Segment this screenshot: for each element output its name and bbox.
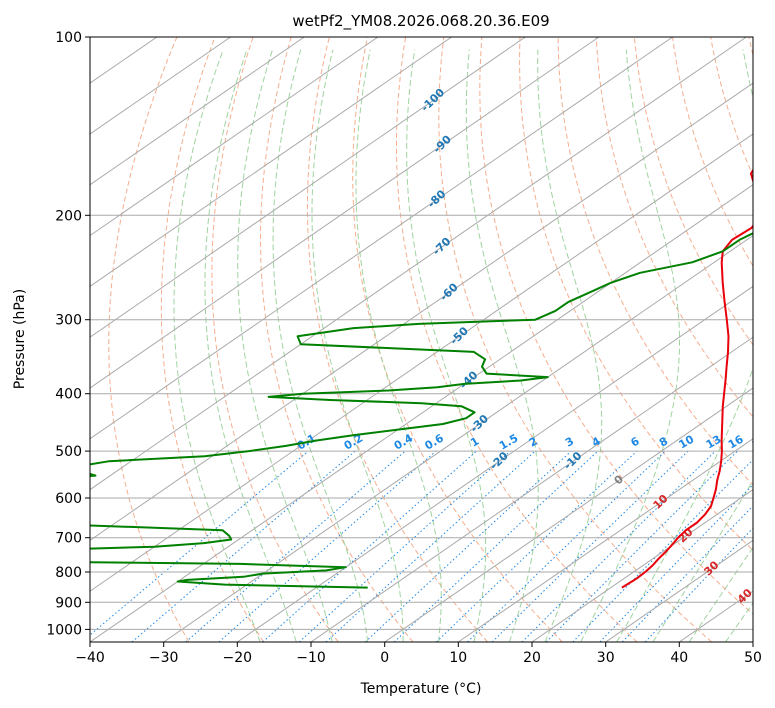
dry-adiabat xyxy=(160,37,264,642)
x-tick-label: −30 xyxy=(149,650,179,666)
skewed-isotherms xyxy=(90,37,753,642)
mixing-ratio-line xyxy=(491,450,689,642)
isotherm-line xyxy=(90,37,526,338)
isotherm-line xyxy=(90,37,600,389)
x-tick-label: 10 xyxy=(449,650,467,666)
isotherm-line xyxy=(90,184,753,642)
mixing-ratio-label: 20 xyxy=(750,432,770,451)
mixing-ratio-line xyxy=(436,450,638,642)
mixing-ratio-line xyxy=(131,450,356,642)
isotherm-line xyxy=(752,641,753,642)
moist-adiabats xyxy=(173,49,753,642)
dry-adiabat xyxy=(211,37,339,642)
mixing-ratio-line xyxy=(644,527,753,642)
isotherm-line xyxy=(458,438,753,642)
x-tick-label: −40 xyxy=(75,650,105,666)
y-tick-label: 300 xyxy=(55,313,82,329)
x-tick-label: 40 xyxy=(670,650,688,666)
isotherm-line xyxy=(90,37,379,237)
mixing-ratio-line xyxy=(599,483,753,642)
x-tick-label: −20 xyxy=(223,650,253,666)
y-tick-label: 600 xyxy=(55,491,82,507)
dry-adiabat xyxy=(595,37,753,418)
x-tick-label: 50 xyxy=(744,650,762,666)
y-tick-label: 400 xyxy=(55,387,82,403)
dry-adiabat xyxy=(557,37,753,486)
y-tick-label: 200 xyxy=(55,208,82,224)
isotherm-line xyxy=(90,133,753,592)
mixing-ratio-line xyxy=(364,450,572,642)
y-tick-label: 100 xyxy=(55,30,82,46)
isotherm-line xyxy=(163,234,753,642)
y-tick-label: 900 xyxy=(55,595,82,611)
dewpoint-line xyxy=(90,232,753,589)
isotherm-line xyxy=(237,285,753,642)
dry-adiabat xyxy=(672,37,753,267)
mixing-ratio-line xyxy=(521,450,716,642)
plot-frame xyxy=(89,36,754,643)
dry-adiabat xyxy=(479,37,753,615)
x-tick-label: −10 xyxy=(296,650,326,666)
moist-adiabat xyxy=(173,49,261,642)
isotherm-line xyxy=(605,539,753,642)
dry-adiabat xyxy=(352,37,563,642)
moist-adiabat xyxy=(311,49,404,642)
isotherm-line xyxy=(310,336,753,642)
dry-adiabat xyxy=(396,37,638,642)
dry-adiabat xyxy=(306,37,488,642)
mixing-ratio-line xyxy=(622,505,753,642)
dry-adiabat xyxy=(710,37,753,177)
isotherm-line xyxy=(90,37,452,287)
mixing-ratio-line xyxy=(572,459,753,642)
x-tick-label: 0 xyxy=(380,650,389,666)
moist-adiabat xyxy=(272,49,369,642)
moist-adiabat xyxy=(616,49,753,642)
isotherm-line xyxy=(90,37,747,491)
x-axis-label: Temperature (°C) xyxy=(360,681,482,697)
y-tick-label: 700 xyxy=(55,531,82,547)
x-tick-label: 30 xyxy=(597,650,615,666)
y-axis: 100 200 300 400 500 600 700 800 900 1000 xyxy=(46,30,90,638)
moist-adiabat xyxy=(652,479,753,642)
pressure-gridlines xyxy=(90,37,753,630)
dry-adiabats xyxy=(108,37,753,642)
isotherm-line xyxy=(384,387,753,642)
mixing-ratio-line xyxy=(545,450,738,642)
isotherm-line xyxy=(531,488,753,642)
chart-title: wetPf2_YM08.2026.068.20.36.E09 xyxy=(292,12,549,31)
dry-adiabat xyxy=(259,37,414,642)
moist-adiabat xyxy=(537,49,603,642)
dry-adiabat xyxy=(108,37,190,642)
y-axis-label: Pressure (hPa) xyxy=(12,289,28,389)
x-tick-label: 20 xyxy=(523,650,541,666)
moist-adiabat xyxy=(406,49,487,642)
plot-area: 0.10.20.40.611.52346810131620253036-100-… xyxy=(90,37,770,642)
mixing-ratio-line xyxy=(467,450,666,642)
moist-adiabat xyxy=(688,546,753,642)
profile-series xyxy=(90,168,753,589)
moist-adiabat xyxy=(355,49,442,642)
moist-adiabat xyxy=(465,49,539,642)
y-tick-label: 500 xyxy=(55,444,82,460)
isotherm-line xyxy=(90,82,753,542)
moist-adiabat xyxy=(580,49,680,642)
isotherm-line xyxy=(90,37,673,440)
mixing-ratio-line xyxy=(185,450,406,642)
isotherm-line xyxy=(90,37,305,186)
y-tick-label: 1000 xyxy=(46,622,82,638)
temperature-line xyxy=(621,168,753,589)
x-axis: −40 −30 −20 −10 0 10 20 30 40 50 xyxy=(75,642,762,666)
dry-adiabat xyxy=(519,37,753,552)
mixing-ratio-line xyxy=(298,450,511,642)
y-tick-label: 800 xyxy=(55,565,82,581)
